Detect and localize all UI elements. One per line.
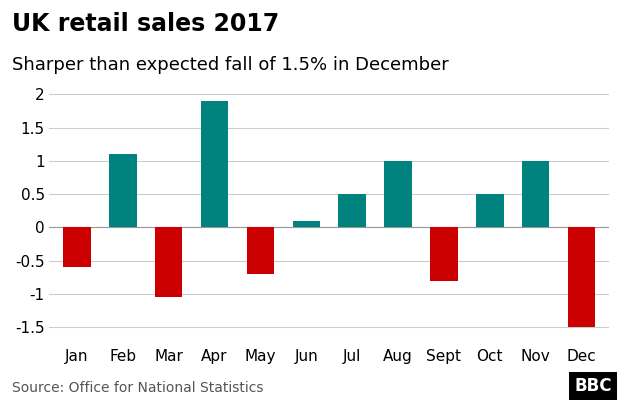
Text: Sharper than expected fall of 1.5% in December: Sharper than expected fall of 1.5% in De…: [12, 56, 449, 75]
Bar: [63, 227, 90, 267]
Bar: [384, 161, 412, 227]
Text: Source: Office for National Statistics: Source: Office for National Statistics: [12, 381, 264, 395]
Bar: [109, 154, 137, 227]
Bar: [293, 221, 320, 227]
Bar: [522, 161, 549, 227]
Bar: [476, 194, 504, 227]
Bar: [430, 227, 457, 280]
Text: UK retail sales 2017: UK retail sales 2017: [12, 12, 280, 36]
Bar: [568, 227, 595, 327]
Text: BBC: BBC: [574, 377, 612, 395]
Bar: [155, 227, 182, 297]
Bar: [246, 227, 274, 274]
Bar: [338, 194, 366, 227]
Bar: [201, 101, 228, 227]
